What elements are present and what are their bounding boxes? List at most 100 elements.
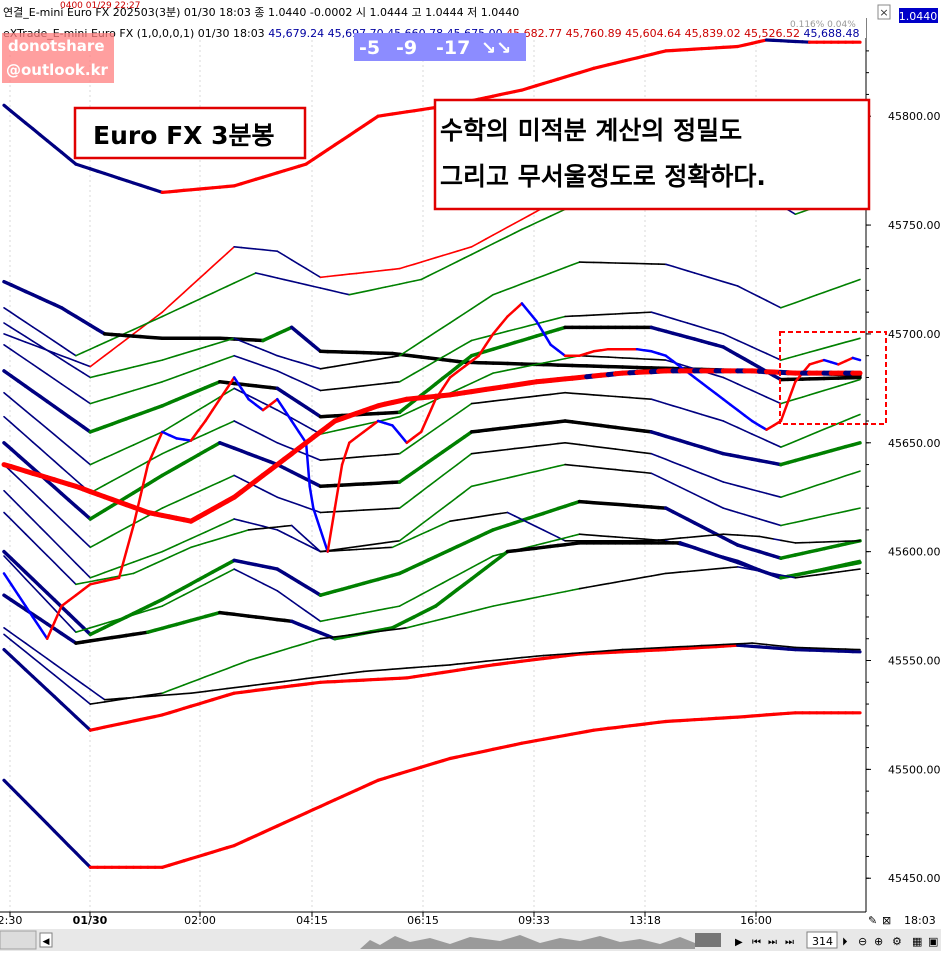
window-icon[interactable]: ▣ <box>928 935 938 948</box>
zoom-in-icon[interactable]: ⊕ <box>874 935 883 948</box>
scroll-left-area[interactable] <box>0 931 36 949</box>
series-segment <box>781 646 788 647</box>
series-segment <box>472 517 479 518</box>
series-segment <box>464 518 471 519</box>
series-segment <box>601 651 608 652</box>
rewind-icon[interactable]: ⏮ <box>752 937 761 948</box>
close-icon[interactable]: × <box>879 6 888 19</box>
zoom-out-icon[interactable]: ⊖ <box>858 935 867 948</box>
series-segment <box>479 661 486 662</box>
series-segment <box>702 570 709 571</box>
series-segment <box>529 396 536 397</box>
header-row2-value: 45,526.52 <box>744 27 803 40</box>
series-segment <box>544 394 551 395</box>
series-segment <box>378 455 385 456</box>
series-segment <box>126 698 133 699</box>
series-segment <box>587 467 594 468</box>
fast-forward-icon[interactable]: ⏭ <box>768 937 777 948</box>
series-segment <box>558 443 565 444</box>
series-segment <box>536 656 543 657</box>
series-segment <box>493 400 500 401</box>
series-segment <box>500 513 507 514</box>
series-segment <box>234 247 241 248</box>
series-segment <box>558 654 565 655</box>
play-icon[interactable]: ⏵ <box>842 935 848 948</box>
y-tick-label: 45650.00 <box>888 437 941 450</box>
series-segment <box>702 536 709 537</box>
series-segment <box>342 274 349 275</box>
series-segment <box>256 249 263 250</box>
series-segment <box>565 465 572 466</box>
signal-value-1: -5 <box>359 37 380 59</box>
series-segment <box>299 679 306 680</box>
series-segment <box>817 574 824 575</box>
series-segment <box>385 383 392 384</box>
series-segment <box>134 697 141 698</box>
series-segment <box>630 538 637 539</box>
series-segment <box>277 681 284 682</box>
series-segment <box>687 571 694 572</box>
series-segment <box>565 653 572 654</box>
series-segment <box>508 399 515 400</box>
series-segment <box>687 537 694 538</box>
series-segment <box>551 655 558 656</box>
series-segment <box>205 690 212 691</box>
series-segment <box>493 660 500 661</box>
y-tick-label: 45600.00 <box>888 546 941 559</box>
series-segment <box>601 447 608 448</box>
series-segment <box>709 569 716 570</box>
series-segment <box>759 644 766 645</box>
note-line-1: 수학의 미적분 계산의 정밀도 <box>440 116 742 145</box>
series-segment <box>594 535 601 536</box>
settings-icon[interactable]: ⚙ <box>892 935 902 948</box>
series-segment <box>148 696 155 697</box>
series-segment <box>169 694 176 695</box>
series-segment <box>493 514 500 515</box>
series-segment <box>349 547 356 548</box>
series-segment <box>371 271 378 272</box>
series-segment <box>378 670 385 671</box>
series-segment <box>385 630 392 631</box>
scroll-thumb[interactable] <box>695 933 721 947</box>
series-segment <box>371 544 378 545</box>
series-segment <box>803 576 810 577</box>
series-segment <box>745 536 752 537</box>
series-segment <box>105 699 112 700</box>
series-segment <box>623 397 630 398</box>
series-segment <box>357 546 364 547</box>
series-segment <box>594 651 601 652</box>
end-icon[interactable]: ⏭ <box>785 937 794 948</box>
series-segment <box>371 359 378 360</box>
series-segment <box>601 395 608 396</box>
edit-icon[interactable]: ✎ <box>868 914 877 927</box>
grid-icon[interactable]: ▦ <box>912 935 922 948</box>
series-segment <box>680 538 687 539</box>
series-segment <box>486 661 493 662</box>
series-segment <box>263 250 270 251</box>
signal-value-2: -9 <box>396 37 417 59</box>
signal-value-3: -17 <box>436 37 470 59</box>
series-segment <box>587 535 594 536</box>
header-row1-overlay: 0400 01/29 22:27 <box>60 1 141 11</box>
series-segment <box>623 470 630 471</box>
series-segment <box>457 519 464 520</box>
zoom-icon[interactable]: ⊠ <box>882 914 891 927</box>
series-segment <box>392 541 399 542</box>
series-segment <box>321 277 328 278</box>
series-segment <box>572 393 579 394</box>
series-segment <box>285 526 292 527</box>
series-segment <box>515 398 522 399</box>
series-segment <box>277 526 284 527</box>
series-segment <box>328 637 335 638</box>
series-segment <box>400 628 407 629</box>
series-segment <box>594 446 601 447</box>
series-segment <box>198 691 205 692</box>
series-segment <box>335 388 342 389</box>
series-segment <box>364 545 371 546</box>
scroll-right-icon[interactable]: ▶ <box>735 937 743 948</box>
series-segment <box>457 663 464 664</box>
series-segment <box>673 572 680 573</box>
series-segment <box>544 655 551 656</box>
series-segment <box>321 638 328 639</box>
